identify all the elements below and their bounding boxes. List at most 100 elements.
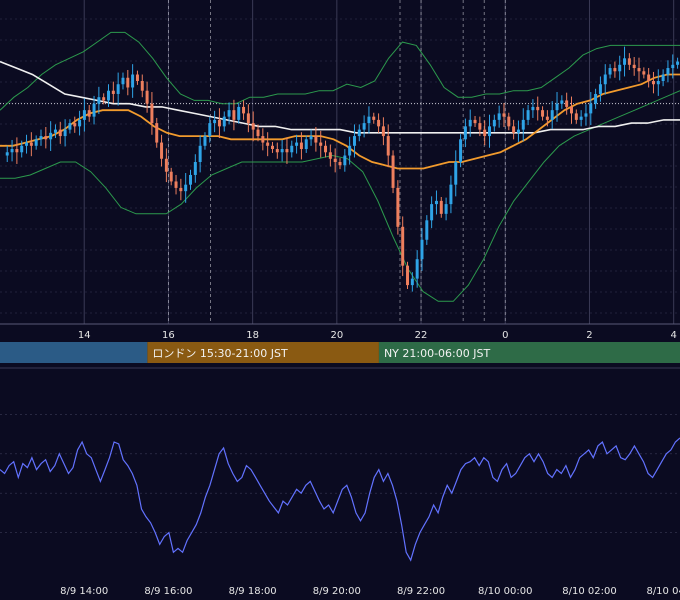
candle-up [357,129,361,137]
date-tick-label: 8/9 18:00 [229,586,277,597]
candle-down [473,119,477,124]
candle-up [430,204,434,221]
candle-down [135,74,139,81]
candle-down [647,74,651,81]
oscillator-series [0,437,680,562]
candle-down [179,187,183,192]
candle-down [242,106,246,114]
date-tick-label: 8/10 02:00 [562,586,616,597]
candle-up [410,278,414,286]
candle-up [348,145,352,156]
candle-up [666,68,670,75]
candle-up [526,110,530,120]
candle-up [550,110,554,120]
candle-down [169,171,173,182]
candle-down [164,158,168,172]
candle-up [121,77,125,85]
date-tick-label: 8/10 04:00 [646,586,680,597]
x-tick-label: 20 [330,330,343,341]
candle-up [213,119,217,124]
candle-up [656,81,660,85]
candle-down [232,110,236,120]
candle-up [521,119,525,130]
candle-up [116,84,120,94]
candle-down [145,90,149,104]
candle-down [541,110,545,117]
candle-up [555,103,559,111]
candle-up [492,119,496,127]
candle-up [63,129,67,137]
candle-up [623,58,627,65]
candle-down [44,136,48,140]
candle-up [671,64,675,69]
candle-down [217,119,221,127]
candle-up [449,184,453,205]
date-tick-label: 8/10 00:00 [478,586,532,597]
candle-up [352,136,356,146]
candle-down [58,129,62,137]
candlesticks [5,46,680,292]
candle-up [222,116,226,127]
candle-up [618,64,622,72]
candle-up [468,119,472,127]
session-markers [168,0,506,324]
candle-up [444,204,448,214]
candle-down [483,129,487,137]
candle-down [261,136,265,143]
candle-down [246,113,250,124]
candle-up [309,136,313,140]
candle-down [150,103,154,124]
bollinger-upper-line [0,31,680,111]
candle-up [304,139,308,150]
candle-up [661,74,665,81]
candle-down [126,77,130,88]
candle-up [362,123,366,130]
candle-up [198,145,202,162]
candle-up [425,220,429,240]
candle-up [584,113,588,117]
candle-up [516,129,520,133]
x-tick-label: 22 [415,330,428,341]
candle-down [396,187,400,227]
candle-down [324,145,328,153]
date-tick-label: 8/9 20:00 [313,586,361,597]
candle-up [608,68,612,75]
candle-up [459,139,463,162]
x-tick-label: 2 [586,330,592,341]
candle-up [78,119,82,127]
candle-up [295,142,299,146]
candle-down [613,68,617,72]
candle-down [155,123,159,143]
candle-down [574,113,578,120]
candle-down [565,100,569,107]
candle-down [637,68,641,72]
candle-down [642,71,646,75]
session-tokyo-band [0,342,148,363]
candle-down [569,106,573,114]
date-tick-label: 8/9 14:00 [60,586,108,597]
candle-down [338,162,342,166]
candle-up [184,184,188,192]
candle-down [478,123,482,130]
candle-down [102,97,106,101]
candle-down [111,90,115,94]
candle-up [131,74,135,88]
candle-up [49,132,53,140]
candle-up [488,126,491,137]
candle-up [367,116,371,124]
candle-down [275,149,279,153]
x-tick-label: 14 [78,330,91,341]
candle-down [174,181,178,188]
candle-up [560,100,564,104]
candle-down [140,81,144,91]
candle-up [531,106,535,111]
x-tick-label: 0 [502,330,508,341]
candle-up [193,162,197,175]
candle-up [53,129,57,133]
candle-up [203,136,207,146]
candle-up [227,110,231,117]
session-london-label: ロンドン 15:30-21:00 JST [152,347,288,360]
candle-down [333,158,337,162]
oscillator-grid [0,414,680,533]
